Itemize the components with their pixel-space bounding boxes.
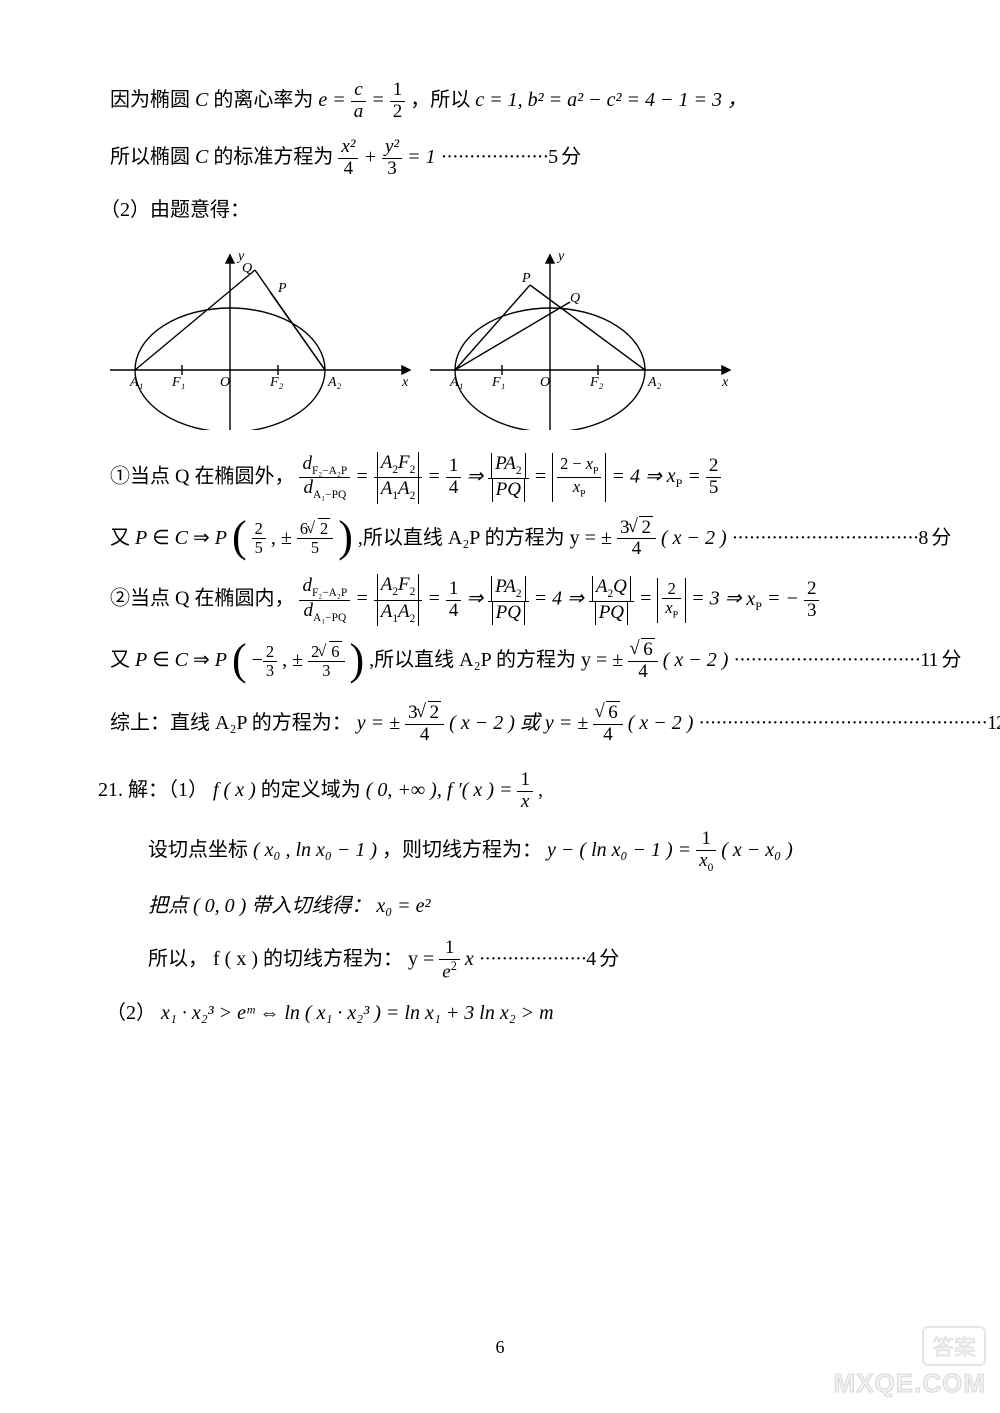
svg-text:F₂: F₂ xyxy=(589,375,604,390)
svg-text:A₂: A₂ xyxy=(647,375,662,390)
ellipse-diagram-right: A₁ F₁ O F₂ A₂ x y P Q xyxy=(430,240,740,430)
svg-text:A₁: A₁ xyxy=(129,375,143,390)
case-1-line1: ①当点 Q 在椭圆外， dF₂−A₂PdA₁−PQ = A2F2A1A2 = 1… xyxy=(110,452,900,504)
svg-text:P: P xyxy=(277,281,287,296)
svg-text:x: x xyxy=(721,375,729,390)
watermark: 答案 MXQE.COM xyxy=(834,1326,986,1399)
svg-text:F₂: F₂ xyxy=(269,375,284,390)
case-2-line1: ②当点 Q 在椭圆内， dF₂−A₂PdA₁−PQ = A2F2A1A2 = 1… xyxy=(110,574,900,626)
svg-text:A₂: A₂ xyxy=(327,375,342,390)
svg-text:F₁: F₁ xyxy=(171,375,185,390)
ellipse-diagram-left: A₁ F₁ O F₂ A₂ x y Q P xyxy=(110,240,420,430)
svg-text:Q: Q xyxy=(570,291,580,306)
watermark-top: 答案 xyxy=(922,1326,986,1366)
watermark-bottom: MXQE.COM xyxy=(834,1368,986,1399)
svg-text:y: y xyxy=(556,249,565,264)
summary-line: 综上：直线 A₂P 的方程为： y = ± 324 ( x − 2 ) 或 y … xyxy=(110,703,900,746)
svg-text:O: O xyxy=(540,375,550,390)
line-yiti: （2）由题意得： xyxy=(100,194,900,226)
p21-line4: 所以， f ( x ) 的切线方程为： y = 1e2 x ··········… xyxy=(110,938,900,983)
svg-text:Q: Q xyxy=(242,261,252,276)
line-eccentricity: 因为椭圆 C 的离心率为 e = ca = 12 ，所以 c = 1, b² =… xyxy=(110,80,900,123)
p21-line3: 把点 ( 0, 0 ) 带入切线得： x₀ = e² xyxy=(110,890,900,922)
diagram-row: A₁ F₁ O F₂ A₂ x y Q P xyxy=(110,240,900,430)
case-1-line2: 又 P ∈ C ⇒ P ( 25 , ± 625 ) ,所以直线 A₂P 的方程… xyxy=(110,518,900,561)
case-2-line2: 又 P ∈ C ⇒ P ( −23 , ± 263 ) ,所以直线 A₂P 的方… xyxy=(110,640,900,683)
p21-line2: 设切点坐标 ( x₀ , ln x₀ − 1 ) ，则切线方程为： y − ( … xyxy=(110,829,900,874)
line-standard-eq: 所以椭圆 C 的标准方程为 x²4 + y²3 = 1 ············… xyxy=(110,137,900,180)
svg-text:A₁: A₁ xyxy=(449,375,463,390)
svg-text:F₁: F₁ xyxy=(491,375,505,390)
p21-line1: 21. 解：（1） f ( x ) 的定义域为 ( 0, +∞ ), f ′( … xyxy=(98,770,900,813)
svg-text:O: O xyxy=(220,375,230,390)
p21-line5: （2） x₁ · x₂³ > eᵐ ⇔ ln ( x₁ · x₂³ ) = ln… xyxy=(106,997,900,1029)
svg-text:x: x xyxy=(401,375,409,390)
svg-text:P: P xyxy=(521,271,531,286)
